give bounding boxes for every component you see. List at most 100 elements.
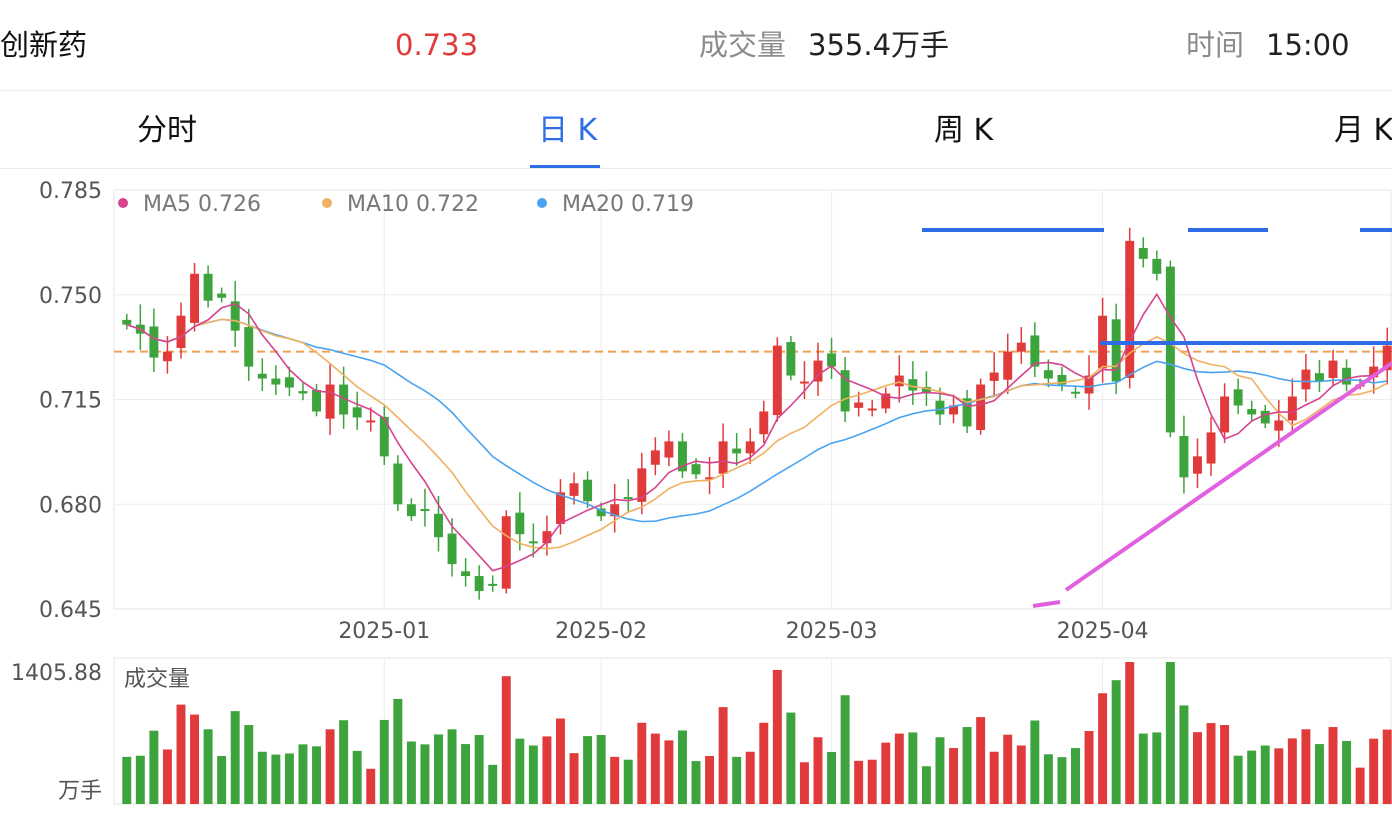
volume-bar: [745, 751, 755, 804]
candle-body: [203, 273, 213, 301]
tab-weekly-k[interactable]: 周 K: [934, 113, 994, 148]
y-tick-label: 0.680: [39, 493, 102, 518]
volume-bar: [461, 744, 471, 804]
candle-body: [393, 463, 403, 505]
candle-body: [1274, 420, 1284, 431]
candle-body: [935, 400, 945, 415]
volume-bar: [705, 756, 715, 804]
volume-bar: [542, 736, 552, 804]
volume-bar: [1247, 750, 1257, 804]
candle-body: [813, 360, 823, 382]
volume-bar: [1206, 723, 1216, 804]
y-tick-label: 0.715: [39, 389, 102, 414]
volume-bar: [908, 732, 918, 804]
volume-bar: [1193, 732, 1202, 804]
volume-bar: [1057, 757, 1067, 804]
volume-bar: [1111, 680, 1121, 804]
volume-bar: [854, 760, 864, 804]
volume-bar: [135, 755, 145, 804]
candle-body: [772, 345, 782, 416]
volume-bar: [230, 711, 240, 804]
candle-body: [257, 373, 267, 379]
candle-body: [379, 416, 389, 457]
volume-bar: [298, 744, 308, 804]
volume-bar: [406, 741, 416, 804]
time-label: 时间: [1186, 28, 1245, 62]
candle-body: [1260, 410, 1270, 424]
volume-bar: [935, 737, 945, 804]
ma10-line: [126, 318, 1388, 550]
volume-bar: [217, 756, 227, 804]
volume-bar: [1152, 732, 1162, 804]
kline-chart[interactable]: 0.785 0.750 0.715 0.680 0.645 2025-01 2025-02 2…: [0, 168, 1392, 818]
x-tick-label: 2025-01: [338, 619, 430, 644]
candle-body: [1138, 248, 1148, 259]
volume-bar: [1301, 729, 1311, 804]
volume-bar: [1071, 748, 1080, 804]
candle-body: [989, 372, 999, 381]
volume-bar: [677, 730, 687, 804]
candle-body: [1342, 367, 1352, 385]
candle-body: [556, 492, 565, 525]
volume-bar: [949, 748, 958, 804]
candle-body: [1369, 366, 1379, 378]
candle-body: [705, 477, 715, 480]
volume-bar: [1342, 740, 1352, 804]
drawn-trend-line: [1064, 361, 1392, 592]
candle-body: [799, 381, 809, 384]
candle-body: [691, 464, 701, 475]
candle-body: [650, 450, 660, 465]
legend-dot-ma5: [118, 198, 128, 208]
volume-bar: [867, 759, 877, 804]
candle-body: [718, 441, 728, 474]
candle-body: [366, 420, 376, 423]
ma20-line: [126, 318, 1388, 523]
candle-body: [217, 293, 227, 298]
volume-bar: [962, 727, 972, 804]
volume-max-label: 1405.88: [11, 661, 102, 686]
candle-body: [1328, 360, 1338, 378]
candle-body: [149, 326, 159, 358]
candle-body: [894, 375, 904, 387]
tab-daily-k[interactable]: 日 K: [538, 113, 598, 148]
candle-body: [1247, 409, 1257, 415]
candle-body: [312, 389, 321, 412]
candle-body: [176, 315, 186, 349]
volume-bar: [718, 707, 728, 804]
volume-value: 355.4万手: [808, 28, 950, 62]
volume-bar: [1355, 767, 1365, 804]
volume-bar: [1098, 693, 1108, 804]
candle-body: [1193, 456, 1202, 474]
volume-bar: [1030, 720, 1040, 804]
volume-bar: [1084, 731, 1094, 804]
candle-body: [745, 441, 755, 454]
candle-body: [1071, 391, 1080, 394]
candle-body: [1165, 266, 1175, 433]
legend-dot-ma20: [537, 198, 547, 208]
candle-body: [474, 576, 484, 592]
x-tick-label: 2025-02: [555, 619, 647, 644]
volume-unit-label: 万手: [58, 779, 102, 804]
tab-monthly-k[interactable]: 月 K: [1334, 113, 1392, 148]
candle-body: [1152, 258, 1162, 274]
volume-bar: [312, 746, 321, 804]
candle-body: [881, 393, 891, 409]
volume-bar: [1003, 734, 1013, 804]
volume-bar: [840, 695, 850, 804]
candle-body: [162, 351, 172, 362]
candle-body: [867, 408, 877, 411]
tab-intraday[interactable]: 分时: [137, 113, 197, 148]
legend-ma20: MA20 0.719: [562, 192, 694, 217]
volume-bar: [921, 766, 931, 804]
volume-bar: [176, 704, 186, 804]
volume-bar: [1260, 745, 1270, 804]
volume-bar: [420, 744, 430, 804]
candle-body: [732, 448, 742, 454]
candle-body: [447, 533, 457, 565]
volume-bar: [244, 725, 254, 804]
volume-bar: [149, 730, 159, 804]
candle-body: [854, 402, 864, 408]
volume-bar: [528, 745, 538, 804]
candle-body: [190, 273, 200, 323]
candle-body: [1314, 373, 1324, 382]
